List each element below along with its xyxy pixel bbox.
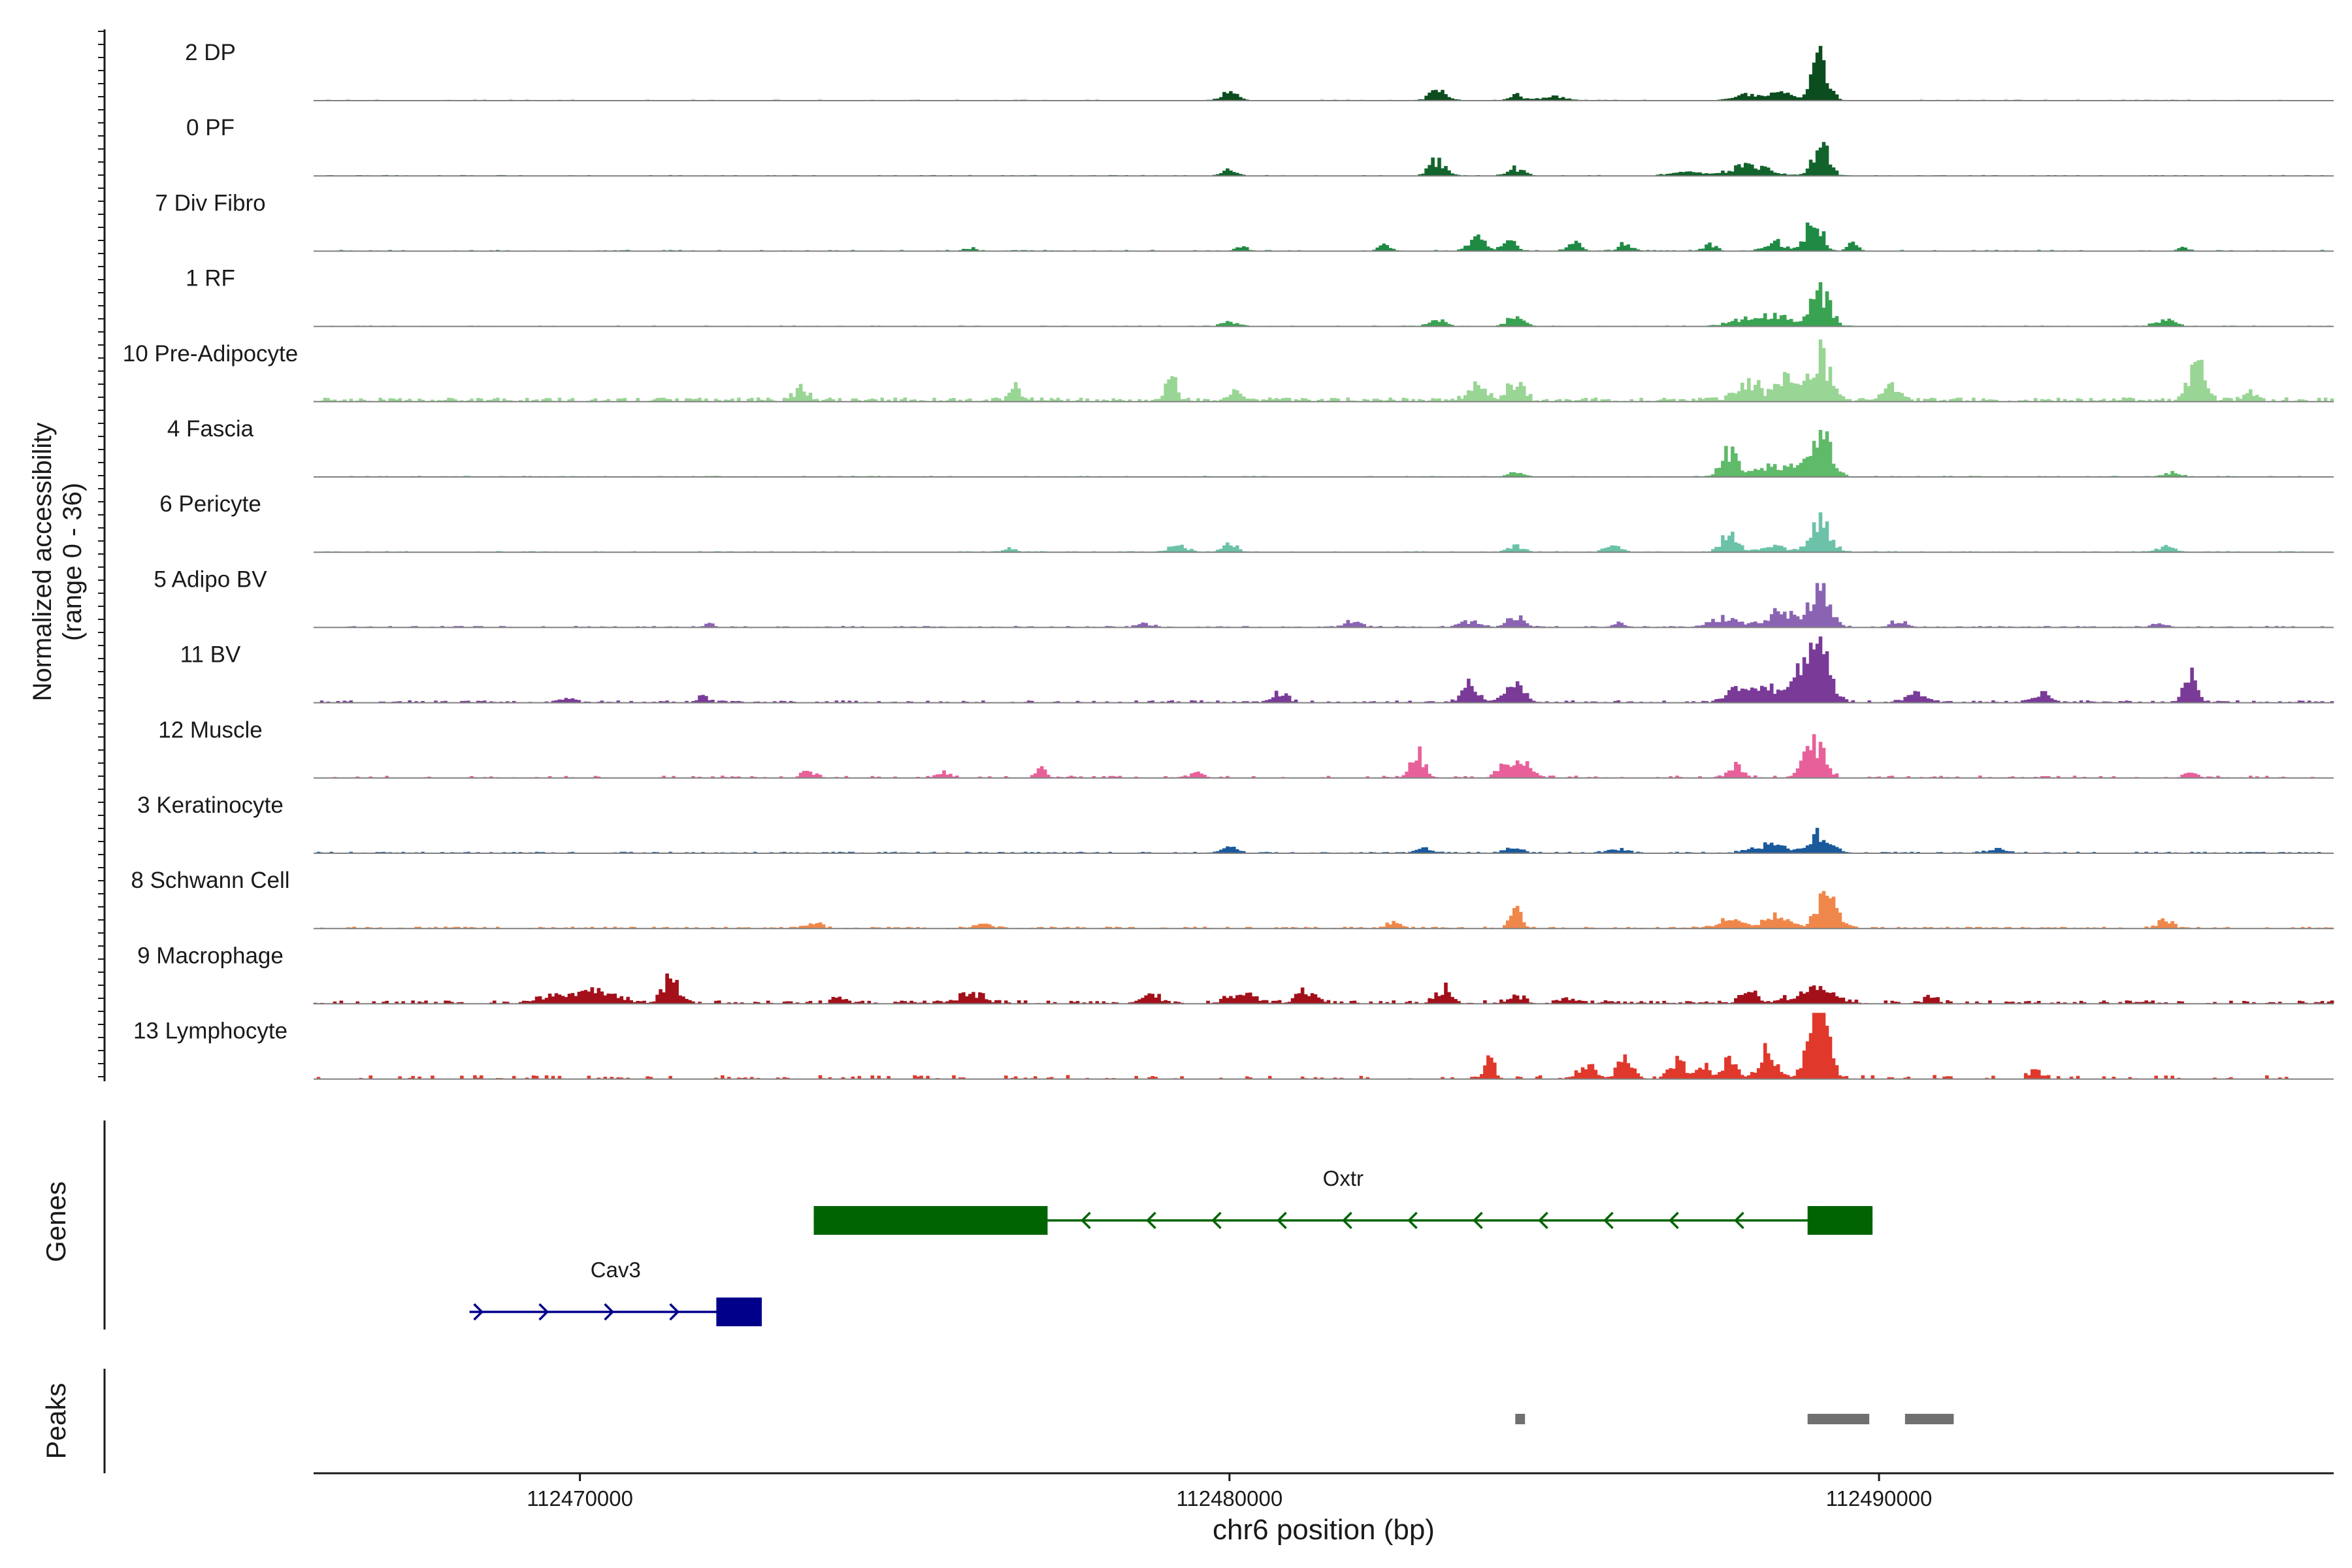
track-label: 12 Muscle [158, 717, 263, 743]
coverage-track: 1 RF [186, 266, 2334, 327]
strand-arrow [669, 1303, 680, 1321]
coverage-track: 10 Pre-Adipocyte [123, 339, 2334, 402]
strand-arrow [1603, 1211, 1614, 1230]
strand-arrow [1211, 1211, 1222, 1230]
strand-arrow [538, 1303, 549, 1321]
x-tick-label: 112470000 [527, 1486, 633, 1511]
strand-arrow [473, 1303, 484, 1321]
track-label: 8 Schwann Cell [131, 868, 289, 893]
coverage-track: 11 BV [180, 636, 2334, 704]
peak-regions [1515, 1414, 1954, 1424]
coverage-track: 13 Lymphocyte [133, 1013, 2334, 1080]
gene-model: Cav3 [469, 1258, 762, 1326]
track-label: 11 BV [180, 642, 241, 668]
x-axis-label: chr6 position (bp) [1213, 1514, 1435, 1546]
coverage-tracks: 2 DP 0 PF 7 Div Fibro 1 RF 10 Pre-Adipocyte 4… [123, 40, 2334, 1080]
track-label: 2 DP [185, 40, 236, 65]
y-axis-label: Normalized accessibility [28, 423, 57, 702]
track-label: 10 Pre-Adipocyte [123, 341, 298, 367]
coverage-y-axis-ticks [98, 31, 105, 1077]
x-tick-label: 112490000 [1826, 1486, 1933, 1511]
coverage-track: 3 Keratinocyte [137, 792, 2334, 854]
coverage-track: 12 Muscle [158, 717, 2334, 779]
y-axis-title: Normalized accessibility (range 0 - 36) [28, 423, 87, 702]
track-label: 3 Keratinocyte [137, 792, 284, 818]
track-label: 9 Macrophage [137, 943, 284, 968]
gene-exon [716, 1298, 762, 1326]
gene-model: Oxtr [813, 1166, 1873, 1235]
peak-region [1515, 1414, 1526, 1424]
track-label: 6 Pericyte [159, 491, 261, 517]
strand-arrow [1473, 1211, 1483, 1230]
coverage-track: 0 PF [186, 115, 2334, 177]
strand-arrow [1342, 1211, 1352, 1230]
coverage-track: 6 Pericyte [159, 491, 2334, 553]
strand-arrow [1538, 1211, 1548, 1230]
track-label: 13 Lymphocyte [133, 1019, 287, 1044]
y-axis-range-label: (range 0 - 36) [58, 483, 87, 641]
strand-arrow [1407, 1211, 1418, 1230]
coverage-area [313, 973, 2334, 1004]
coverage-track: 2 DP [185, 40, 2334, 101]
track-label: 4 Fascia [167, 416, 254, 442]
gene-label: Cav3 [591, 1258, 641, 1282]
peak-region [1807, 1414, 1870, 1424]
strand-arrow [1734, 1211, 1744, 1230]
x-tick-label: 112480000 [1176, 1486, 1282, 1511]
track-label: 0 PF [186, 115, 235, 140]
coverage-track: 5 Adipo BV [154, 566, 2334, 629]
peak-region [1904, 1414, 1954, 1424]
coverage-track: 9 Macrophage [137, 943, 2334, 1005]
genes-panel-label: Genes [41, 1181, 71, 1262]
coverage-track: 7 Div Fibro [155, 190, 2334, 252]
track-label: 7 Div Fibro [155, 190, 265, 216]
gene-exon [1807, 1206, 1873, 1235]
gene-annotations: Oxtr Cav3 [469, 1166, 1873, 1326]
coverage-track: 4 Fascia [167, 416, 2334, 478]
strand-arrow [1146, 1211, 1156, 1230]
x-axis-ticks: 112470000 112480000 112490000 [527, 1473, 1932, 1511]
coverage-track: 8 Schwann Cell [131, 868, 2334, 930]
gene-label: Oxtr [1323, 1166, 1364, 1190]
track-label: 5 Adipo BV [154, 566, 267, 592]
strand-arrow [1669, 1211, 1679, 1230]
track-label: 1 RF [186, 266, 235, 291]
strand-arrow [604, 1303, 615, 1321]
strand-arrow [1277, 1211, 1287, 1230]
gene-exon [813, 1206, 1048, 1235]
peaks-panel-label: Peaks [41, 1383, 71, 1460]
strand-arrow [1081, 1211, 1091, 1230]
